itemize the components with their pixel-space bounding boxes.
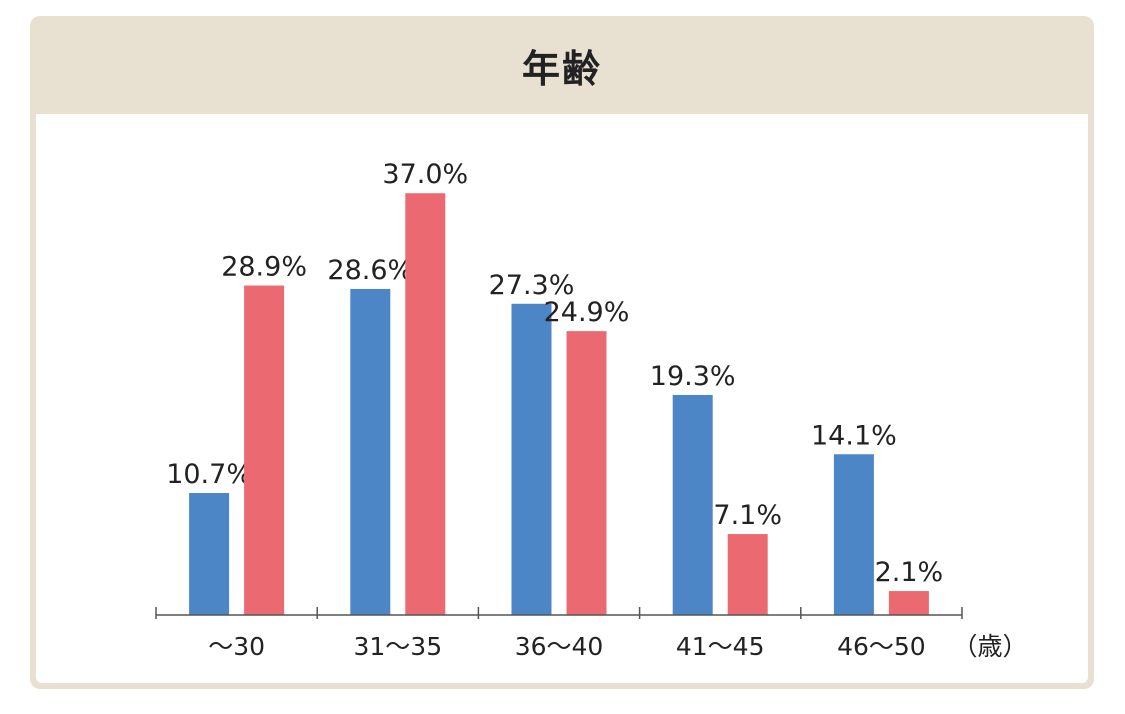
x-axis-unit-label: （歳） [952,632,1027,661]
bar-s2-1 [244,285,285,615]
card-header: 年齢 [30,16,1094,114]
data-label-s2-4: 7.1% [713,500,782,531]
bar-s2-5 [888,591,929,615]
bar-s2-4 [727,534,768,615]
bar-s1-4 [672,394,713,615]
data-label-s1-4: 19.3% [650,361,736,392]
bar-s1-5 [833,454,874,615]
x-tick-label-4: 41～45 [676,632,765,661]
bar-s1-1 [189,493,230,615]
data-label-s1-2: 28.6% [327,255,413,286]
chart-title: 年齢 [521,46,602,91]
data-label-s1-1: 10.7% [166,459,252,490]
bar-s2-2 [405,193,446,615]
data-label-s2-2: 37.0% [382,159,468,190]
data-label-s1-3: 27.3% [489,270,575,301]
x-tick-label-3: 36～40 [515,632,604,661]
x-tick-label-1: ～30 [208,632,265,661]
data-label-s2-1: 28.9% [221,252,307,283]
data-label-s1-5: 14.1% [811,420,897,451]
data-label-s2-5: 2.1% [875,557,944,588]
data-label-s2-3: 24.9% [544,297,630,328]
bar-s1-3 [511,303,552,615]
bar-s2-3 [566,331,607,615]
bar-s1-2 [350,288,391,615]
x-tick-label-5: 46～50 [837,632,926,661]
x-tick-label-2: 31～35 [353,632,442,661]
